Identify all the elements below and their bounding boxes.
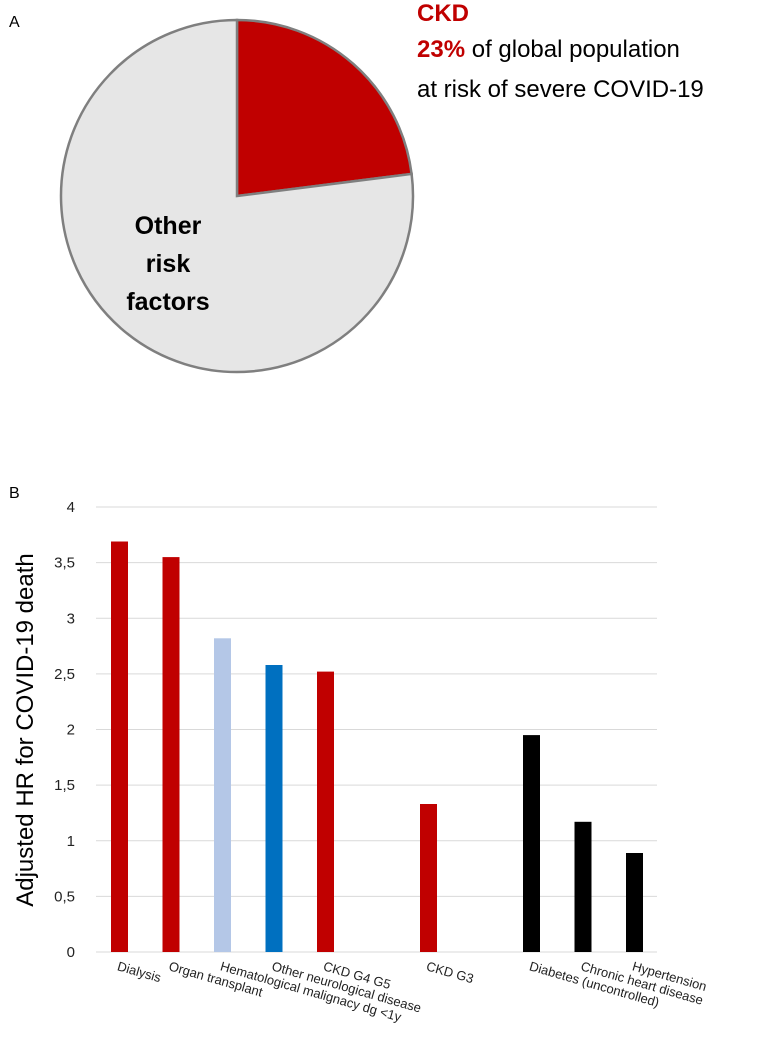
y-axis-label: Adjusted HR for COVID-19 death: [12, 553, 39, 907]
pie-slice-other: [59, 18, 415, 374]
y-tick-label: 2: [67, 722, 75, 739]
bar: [574, 821, 592, 952]
bar: [265, 665, 283, 952]
bar: [420, 804, 437, 952]
bar: [626, 853, 643, 952]
bars: [111, 541, 643, 952]
y-tick-label: 3: [67, 610, 75, 627]
x-tick-label: Dialysis: [116, 958, 164, 985]
pie-slice-label-line-2: risk: [146, 250, 191, 278]
y-tick-label: 2,5: [54, 666, 75, 683]
gridlines: [96, 506, 657, 953]
legend-line-2: at risk of severe COVID-19: [417, 76, 704, 103]
pie-slice-ckd: [235, 18, 414, 198]
y-axis-ticks: 0 0,5 1 1,5 2 2,5 3 3,5 4: [54, 499, 75, 961]
pie-slice-label-line-3: factors: [126, 288, 209, 316]
y-tick-label: 3,5: [54, 555, 75, 572]
x-tick-label: CKD G3: [425, 958, 476, 986]
pie-legend: CKD 23% of global population at risk of …: [417, 0, 704, 103]
y-tick-label: 4: [67, 499, 75, 516]
y-tick-label: 1: [67, 833, 75, 850]
y-tick-label: 1,5: [54, 777, 75, 794]
legend-category: CKD: [417, 0, 469, 27]
panel-a-letter: A: [9, 14, 20, 31]
bar: [214, 638, 231, 952]
bar: [523, 735, 540, 952]
legend-line-1-rest: of global population: [465, 36, 680, 63]
pie-slice-label-line-1: Other: [135, 212, 202, 240]
bar: [162, 557, 180, 952]
panel-b-letter: B: [9, 485, 20, 502]
pie-chart: [59, 18, 415, 374]
bar: [111, 541, 128, 952]
legend-line-1: 23% of global population: [417, 36, 680, 63]
bar: [317, 671, 334, 952]
y-tick-label: 0,5: [54, 888, 75, 905]
y-tick-label: 0: [67, 944, 75, 961]
legend-percent: 23%: [417, 36, 465, 63]
